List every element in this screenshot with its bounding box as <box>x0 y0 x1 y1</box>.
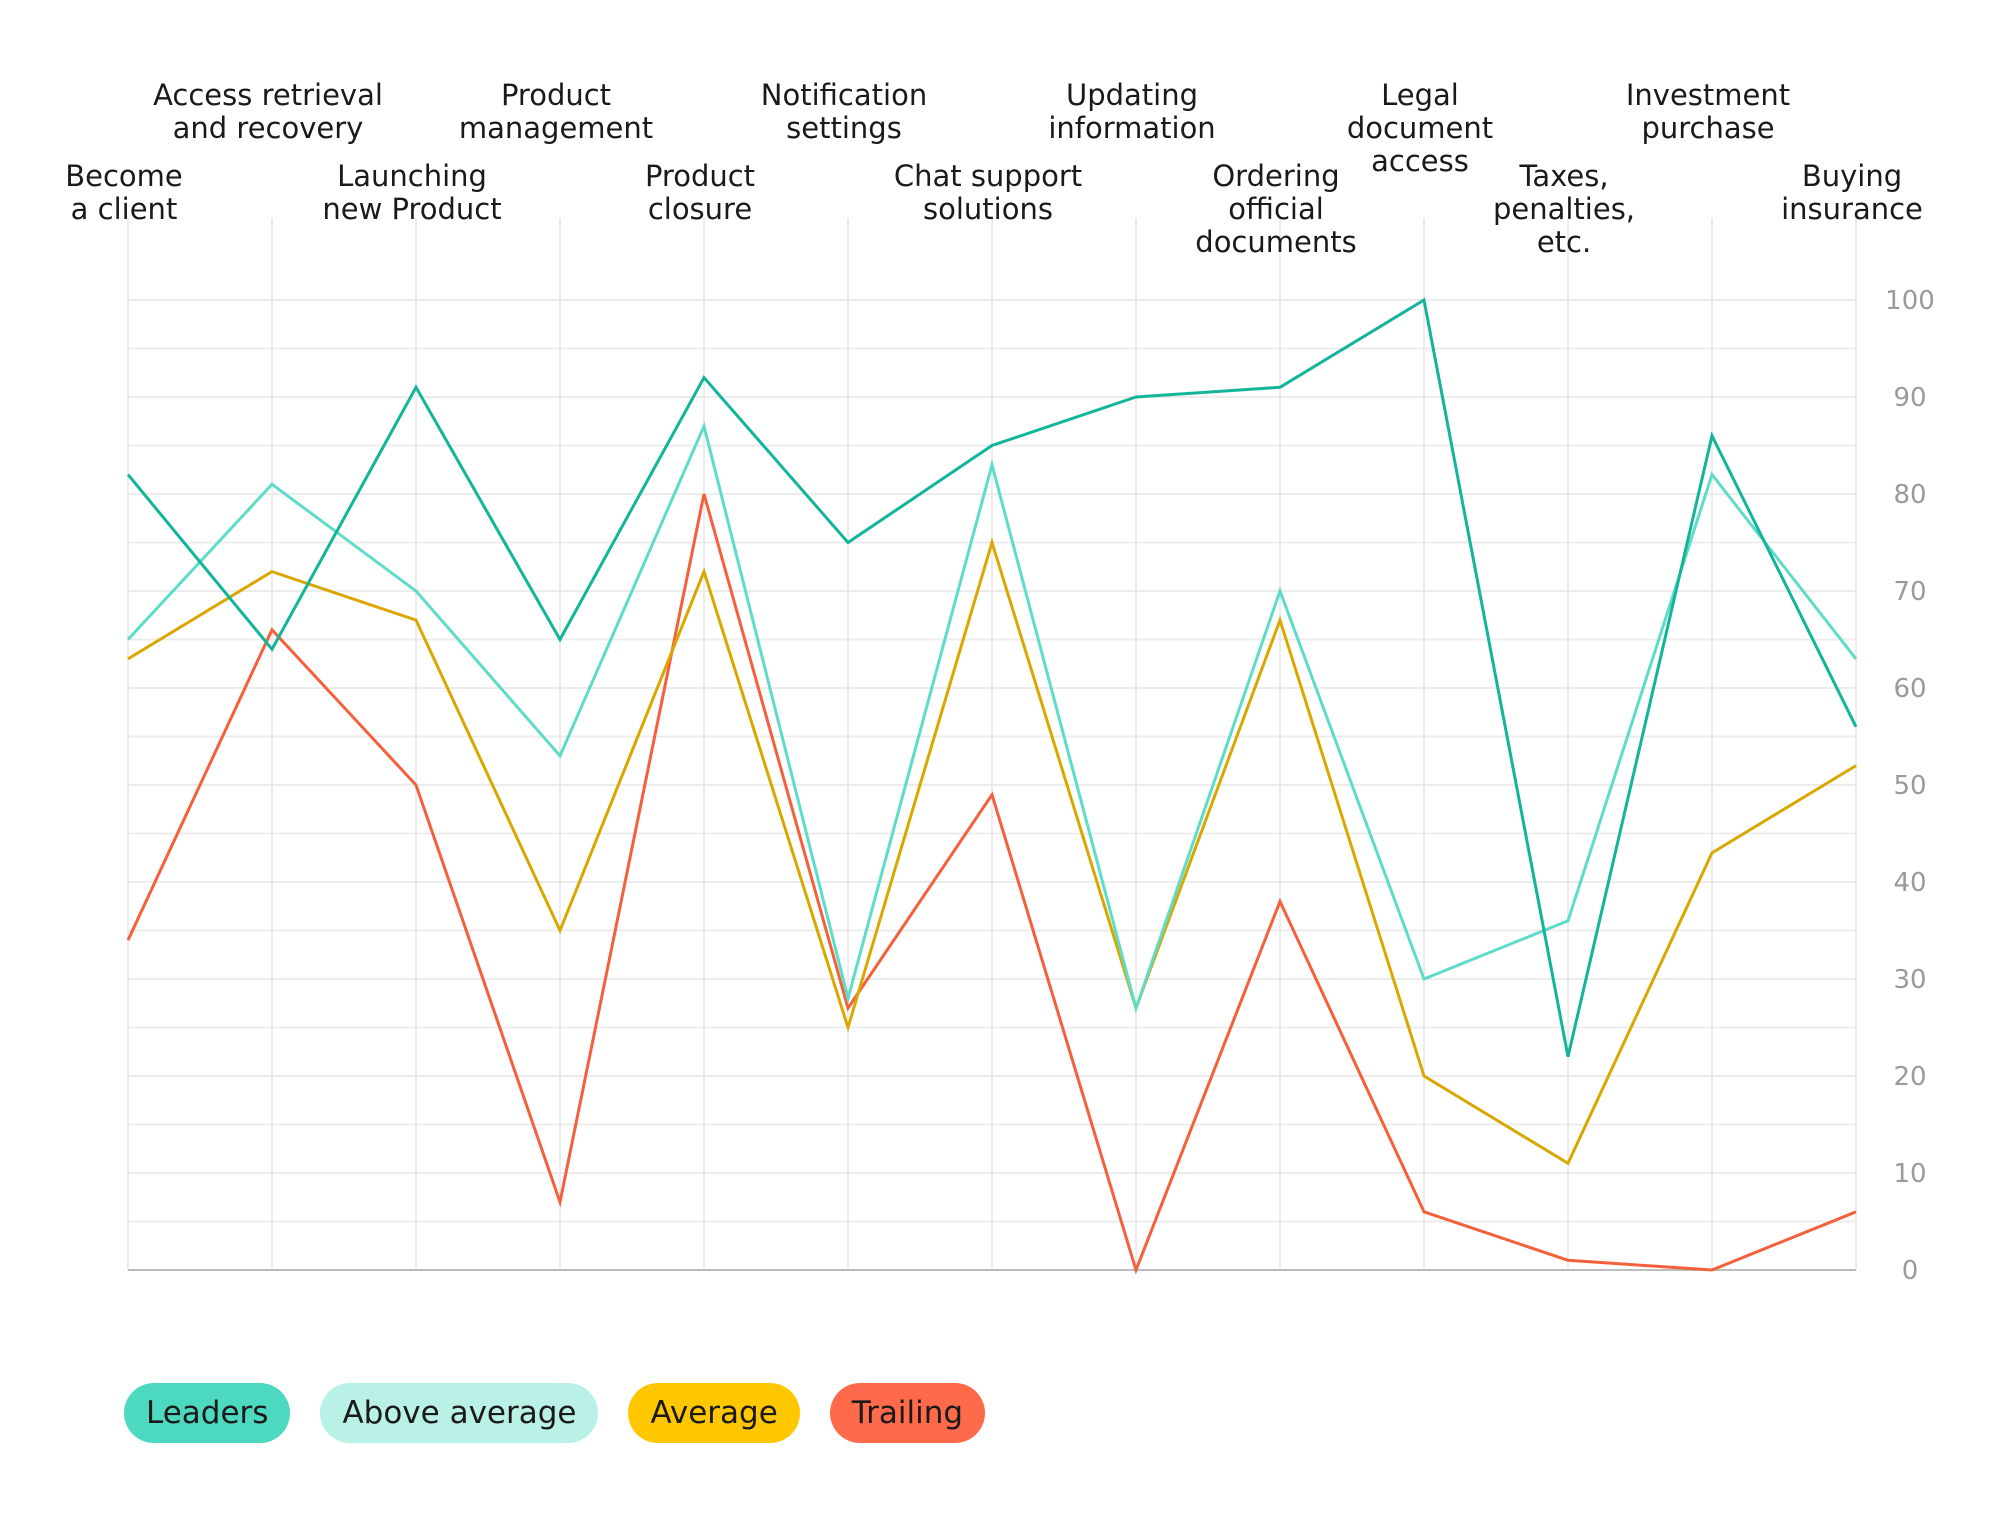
category-label: Product management <box>459 78 653 145</box>
category-label: Updating information <box>1048 78 1215 145</box>
category-label: Product closure <box>645 159 755 226</box>
category-label: Ordering official documents <box>1195 159 1356 259</box>
series-lines <box>126 297 1858 1275</box>
series-line-leaders <box>126 297 1858 1057</box>
category-label: Become a client <box>65 159 183 226</box>
category-labels: Become a client Access retrieval and recove… <box>65 78 1923 259</box>
category-label: Access retrieval and recovery <box>153 78 383 145</box>
category-label: Investment purchase <box>1626 78 1790 145</box>
y-tick-label: 20 <box>1893 1062 1926 1092</box>
y-tick-label: 0 <box>1902 1256 1919 1286</box>
y-tick-label: 40 <box>1893 868 1926 898</box>
y-tick-label: 70 <box>1893 577 1926 607</box>
category-label: Chat support solutions <box>894 159 1082 226</box>
legend-item-leaders[interactable]: Leaders <box>124 1383 291 1443</box>
category-label: Launching new Product <box>322 159 501 226</box>
series-line-average <box>127 537 1857 1166</box>
category-label: Legal document access <box>1347 78 1493 178</box>
series-line-trailing <box>126 493 1857 1275</box>
y-axis-ticks: 0 10 20 30 40 50 60 70 80 90 100 <box>1885 286 1935 1286</box>
category-label: Notification settings <box>761 78 927 145</box>
legend-item-above-average[interactable]: Above average <box>320 1383 599 1443</box>
grid <box>127 218 1857 1271</box>
series-line-above-average <box>126 421 1858 1014</box>
y-tick-label: 60 <box>1893 674 1926 704</box>
y-tick-label: 10 <box>1893 1159 1926 1189</box>
category-label: Taxes, penalties, etc. <box>1493 159 1635 259</box>
y-tick-label: 90 <box>1893 383 1926 413</box>
y-tick-label: 100 <box>1885 286 1935 316</box>
legend-item-trailing[interactable]: Trailing <box>829 1383 986 1443</box>
y-tick-label: 50 <box>1893 771 1926 801</box>
legend: Leaders Above average Average Trailing <box>124 1383 986 1443</box>
category-label: Buying insurance <box>1781 159 1923 226</box>
y-tick-label: 30 <box>1893 965 1926 995</box>
y-tick-label: 80 <box>1893 480 1926 510</box>
legend-item-average[interactable]: Average <box>628 1383 800 1443</box>
line-chart: 0 10 20 30 40 50 60 70 80 90 100 Become a client Acc… <box>65 78 1935 1286</box>
